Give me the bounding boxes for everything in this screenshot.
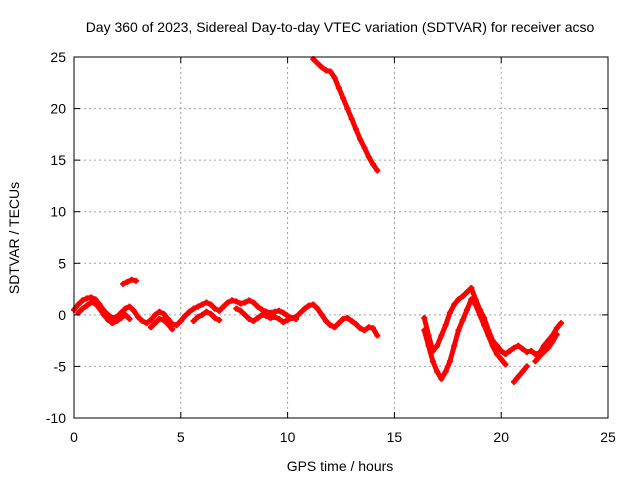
- y-tick-label: 0: [58, 307, 66, 323]
- data-point: [523, 363, 530, 370]
- data-point: [169, 326, 176, 333]
- y-tick-label: 10: [50, 204, 66, 220]
- y-tick-label: 20: [50, 101, 66, 117]
- y-axis-label: SDTVAR / TECUs: [6, 182, 22, 294]
- data-point: [293, 315, 300, 322]
- grid-lines: [74, 57, 608, 418]
- y-tick-label: -5: [54, 358, 67, 374]
- x-tick-label: 15: [387, 429, 403, 445]
- y-tick-label: -10: [46, 410, 66, 426]
- data-point: [126, 315, 133, 322]
- data-point: [374, 167, 381, 174]
- data-point: [502, 361, 509, 368]
- axis-ticks: 0 5 10 15 20 25 -10 -5 0 5 10 15 20 25: [46, 49, 616, 445]
- x-tick-label: 0: [70, 429, 78, 445]
- data-points: [71, 56, 565, 385]
- data-point: [553, 331, 560, 338]
- data-point: [132, 277, 139, 284]
- data-point: [374, 332, 381, 339]
- x-tick-label: 25: [600, 429, 616, 445]
- x-axis-label: GPS time / hours: [287, 458, 394, 474]
- y-tick-label: 15: [50, 152, 66, 168]
- x-tick-label: 10: [280, 429, 296, 445]
- chart-title: Day 360 of 2023, Sidereal Day-to-day VTE…: [86, 19, 595, 35]
- data-point: [216, 317, 223, 324]
- x-tick-label: 20: [493, 429, 509, 445]
- y-tick-label: 25: [50, 49, 66, 65]
- plot-frame: [73, 56, 609, 419]
- data-point: [558, 320, 565, 327]
- x-tick-label: 5: [177, 429, 185, 445]
- y-tick-label: 5: [58, 255, 66, 271]
